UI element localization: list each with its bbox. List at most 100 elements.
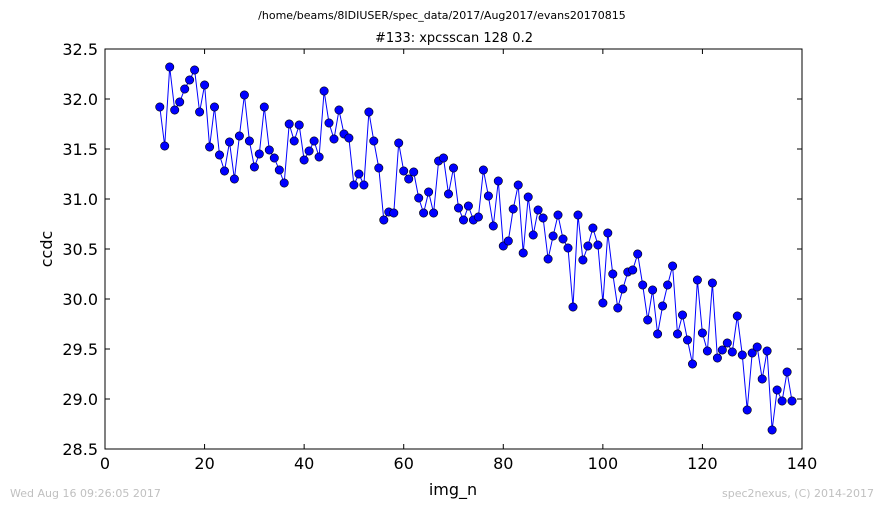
data-point xyxy=(707,278,717,288)
data-point xyxy=(274,165,284,175)
x-tick-label: 60 xyxy=(394,454,414,473)
data-point xyxy=(279,178,289,188)
data-point xyxy=(394,138,404,148)
data-point xyxy=(717,345,727,355)
data-point xyxy=(259,102,269,112)
data-point xyxy=(737,350,747,360)
series-points xyxy=(155,62,797,435)
data-point xyxy=(712,353,722,363)
data-point xyxy=(508,204,518,214)
data-point xyxy=(528,230,538,240)
y-tick-label: 29.0 xyxy=(62,390,98,409)
data-point xyxy=(185,75,195,85)
data-point xyxy=(767,425,777,435)
data-point xyxy=(329,134,339,144)
data-point xyxy=(757,374,767,384)
x-tick-label: 140 xyxy=(787,454,818,473)
data-point xyxy=(732,311,742,321)
data-point xyxy=(672,329,682,339)
y-tick-label: 31.5 xyxy=(62,140,98,159)
data-point xyxy=(200,80,210,90)
timestamp-footer: Wed Aug 16 09:26:05 2017 xyxy=(10,487,161,500)
y-tick-label: 30.5 xyxy=(62,240,98,259)
data-point xyxy=(453,203,463,213)
data-point xyxy=(324,118,334,128)
data-point xyxy=(697,328,707,338)
data-point xyxy=(687,359,697,369)
data-point xyxy=(424,187,434,197)
data-point xyxy=(155,102,165,112)
data-point xyxy=(269,153,279,163)
data-point xyxy=(483,191,493,201)
data-point xyxy=(613,303,623,313)
data-point xyxy=(254,149,264,159)
data-point xyxy=(364,107,374,117)
data-point xyxy=(443,189,453,199)
data-point xyxy=(747,348,757,358)
data-point xyxy=(787,396,797,406)
data-point xyxy=(180,84,190,94)
chart-suptitle: /home/beams/8IDIUSER/spec_data/2017/Aug2… xyxy=(258,9,626,22)
data-point xyxy=(777,396,787,406)
data-point xyxy=(414,193,424,203)
data-point xyxy=(742,405,752,415)
data-point xyxy=(289,136,299,146)
data-point xyxy=(658,301,668,311)
data-point xyxy=(354,169,364,179)
data-point xyxy=(309,136,319,146)
data-point xyxy=(553,210,563,220)
y-axis-label: ccdc xyxy=(37,231,56,268)
data-point xyxy=(175,97,185,107)
x-tick-label: 0 xyxy=(100,454,110,473)
series-line xyxy=(159,66,793,431)
data-point xyxy=(568,302,578,312)
data-point xyxy=(369,136,379,146)
data-point xyxy=(663,280,673,290)
data-point xyxy=(463,201,473,211)
y-tick-label: 32.5 xyxy=(62,40,98,59)
data-point xyxy=(653,329,663,339)
data-point xyxy=(633,249,643,259)
data-point xyxy=(563,243,573,253)
x-tick-label: 20 xyxy=(194,454,214,473)
data-point xyxy=(608,269,618,279)
data-point xyxy=(239,90,249,100)
data-point xyxy=(304,146,314,156)
data-point xyxy=(160,141,170,151)
data-point xyxy=(334,105,344,115)
data-point xyxy=(448,163,458,173)
data-point xyxy=(533,205,543,215)
data-point xyxy=(165,62,175,72)
data-point xyxy=(513,180,523,190)
data-point xyxy=(478,165,488,175)
x-tick-label: 80 xyxy=(493,454,513,473)
x-tick-label: 120 xyxy=(687,454,718,473)
data-point xyxy=(225,137,235,147)
data-point xyxy=(488,221,498,231)
data-point xyxy=(598,298,608,308)
y-tick-label: 31.0 xyxy=(62,190,98,209)
data-point xyxy=(170,105,180,115)
y-axis: 28.5 29.0 29.5 30.0 30.5 31.0 31.5 32.0 32.5 xyxy=(62,40,802,459)
data-point xyxy=(284,119,294,129)
data-point xyxy=(234,131,244,141)
data-point xyxy=(573,210,583,220)
data-point xyxy=(548,231,558,241)
data-point xyxy=(648,285,658,295)
data-point xyxy=(558,234,568,244)
data-point xyxy=(618,284,628,294)
copyright-footer: spec2nexus, (C) 2014-2017 xyxy=(722,487,874,500)
y-tick-label: 28.5 xyxy=(62,440,98,459)
data-point xyxy=(404,174,414,184)
data-point xyxy=(374,163,384,173)
data-point xyxy=(628,265,638,275)
x-tick-label: 40 xyxy=(294,454,314,473)
data-point xyxy=(643,315,653,325)
data-point xyxy=(419,208,429,218)
data-point xyxy=(319,86,329,96)
data-point xyxy=(668,261,678,271)
data-point xyxy=(752,342,762,352)
data-point xyxy=(220,166,230,176)
data-point xyxy=(543,254,553,264)
data-point xyxy=(409,167,419,177)
